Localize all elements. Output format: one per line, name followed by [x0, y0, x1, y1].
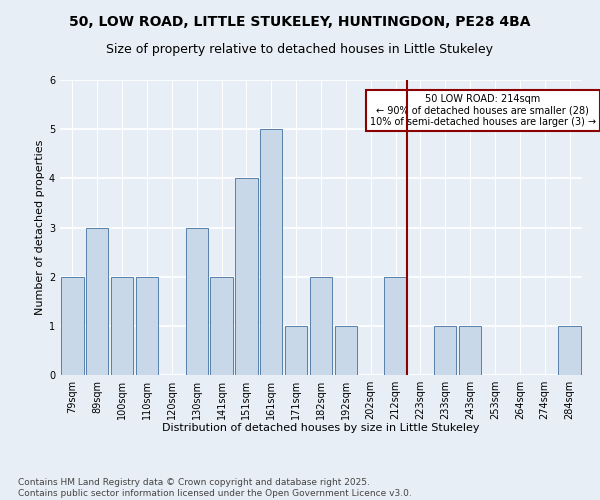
Bar: [385, 276, 407, 375]
Text: Size of property relative to detached houses in Little Stukeley: Size of property relative to detached ho…: [107, 42, 493, 56]
Bar: [335, 326, 357, 375]
Bar: [61, 276, 83, 375]
Bar: [559, 326, 581, 375]
Bar: [136, 276, 158, 375]
Bar: [235, 178, 257, 375]
Y-axis label: Number of detached properties: Number of detached properties: [35, 140, 45, 315]
Bar: [434, 326, 457, 375]
X-axis label: Distribution of detached houses by size in Little Stukeley: Distribution of detached houses by size …: [162, 424, 480, 434]
Text: 50, LOW ROAD, LITTLE STUKELEY, HUNTINGDON, PE28 4BA: 50, LOW ROAD, LITTLE STUKELEY, HUNTINGDO…: [69, 15, 531, 29]
Bar: [260, 129, 283, 375]
Bar: [211, 276, 233, 375]
Bar: [459, 326, 481, 375]
Text: Contains HM Land Registry data © Crown copyright and database right 2025.
Contai: Contains HM Land Registry data © Crown c…: [18, 478, 412, 498]
Bar: [111, 276, 133, 375]
Bar: [285, 326, 307, 375]
Bar: [86, 228, 109, 375]
Bar: [310, 276, 332, 375]
Text: 50 LOW ROAD: 214sqm
← 90% of detached houses are smaller (28)
10% of semi-detach: 50 LOW ROAD: 214sqm ← 90% of detached ho…: [370, 94, 596, 127]
Bar: [185, 228, 208, 375]
